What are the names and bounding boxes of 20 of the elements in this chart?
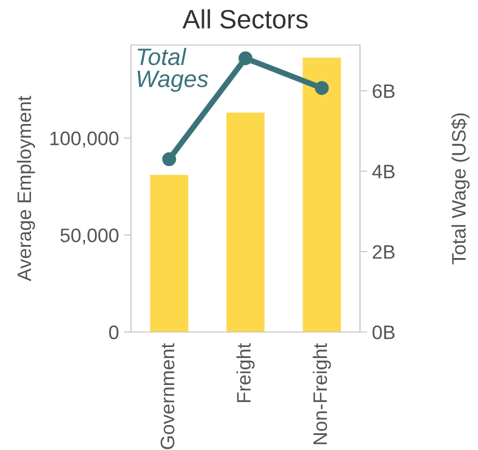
chart-title: All Sectors: [182, 9, 308, 29]
bar: [150, 174, 188, 332]
y-tick-label: 50,000: [60, 228, 118, 245]
y2-axis-title: Total Wage (US$): [451, 113, 470, 264]
point: [238, 51, 252, 66]
x-tick-label: Non-Freight: [312, 343, 331, 444]
bar: [226, 112, 265, 332]
y-tick-label: 0: [109, 325, 118, 340]
y2-tick-label: 6B: [372, 84, 395, 98]
y-axis-title: Average Employment: [16, 96, 36, 282]
x-tick-label: Freight: [236, 343, 255, 402]
point: [314, 81, 329, 95]
bar: [302, 58, 341, 332]
point: [162, 152, 176, 166]
series-label: Total Wages: [138, 48, 208, 92]
y2-tick-label: 2B: [372, 245, 395, 259]
y-tick-label: 100,000: [50, 132, 118, 148]
y2-tick-label: 4B: [372, 164, 395, 178]
y2-tick-label: 0B: [372, 325, 395, 340]
x-tick-label: Government: [160, 343, 174, 450]
